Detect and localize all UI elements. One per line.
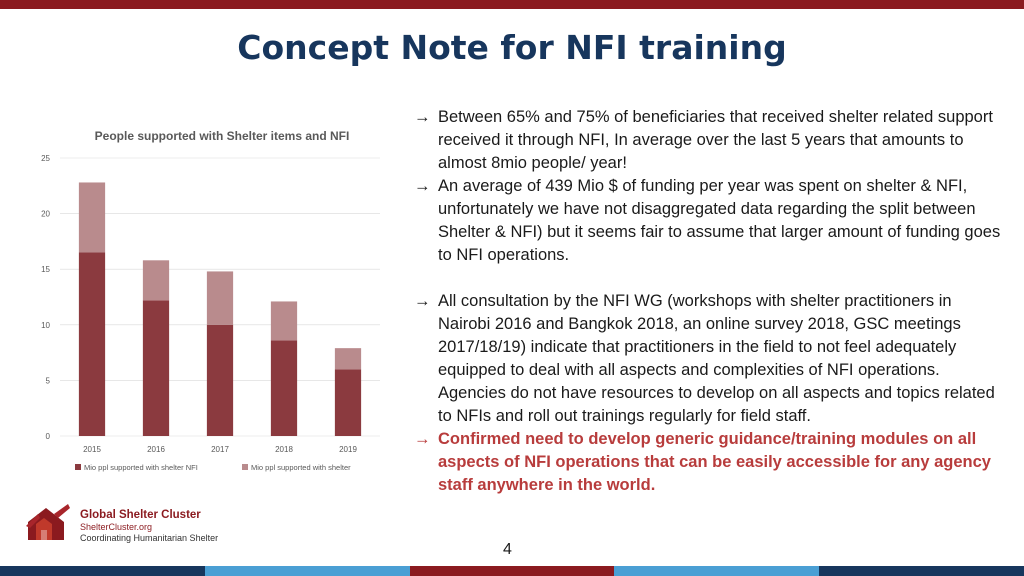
arrow-icon: →	[414, 430, 431, 448]
y-tick-label: 0	[46, 432, 51, 441]
x-tick-label: 2018	[275, 445, 293, 454]
arrow-icon: →	[414, 292, 431, 310]
bullet-text: All consultation by the NFI WG (workshop…	[438, 292, 995, 425]
bullet-item: → An average of 439 Mio $ of funding per…	[414, 175, 1004, 267]
chart-title: People supported with Shelter items and …	[95, 129, 350, 143]
bottom-bar-segment	[204, 566, 410, 576]
x-tick-label: 2015	[83, 445, 101, 454]
y-tick-label: 5	[46, 376, 51, 385]
bullet-item: → Between 65% and 75% of beneficiaries t…	[414, 106, 1004, 175]
logo-text: Global Shelter Cluster ShelterCluster.or…	[80, 508, 218, 544]
x-tick-label: 2016	[147, 445, 165, 454]
bar-segment	[142, 260, 170, 301]
chart-svg: People supported with Shelter items and …	[41, 129, 380, 472]
bar-segment	[334, 369, 362, 436]
arrow-icon: →	[414, 177, 431, 195]
y-tick-label: 15	[41, 265, 50, 274]
x-tick-label: 2017	[211, 445, 229, 454]
arrow-icon: →	[414, 108, 431, 126]
bar-segment	[206, 271, 234, 325]
y-tick-label: 10	[41, 321, 50, 330]
bullet-text: An average of 439 Mio $ of funding per y…	[438, 177, 1001, 264]
y-tick-label: 20	[41, 210, 50, 219]
bar-segment	[334, 348, 362, 370]
bar-segment	[78, 182, 106, 253]
logo-site: ShelterCluster.org	[80, 522, 153, 532]
stacked-bar-chart: People supported with Shelter items and …	[30, 120, 390, 490]
hand-house-icon	[26, 504, 70, 540]
bar-segment	[270, 301, 298, 341]
bottom-accent-bar	[0, 566, 1024, 576]
bottom-bar-segment	[614, 566, 820, 576]
bullet-text: Confirmed need to develop generic guidan…	[438, 430, 991, 494]
bullet-item-highlight: → Confirmed need to develop generic guid…	[414, 428, 1004, 497]
bullet-text: Between 65% and 75% of beneficiaries tha…	[438, 108, 993, 172]
global-shelter-cluster-logo: Global Shelter Cluster ShelterCluster.or…	[24, 500, 244, 546]
slide-title: Concept Note for NFI training	[237, 28, 787, 67]
page-number: 4	[503, 541, 512, 558]
top-accent-bar	[0, 0, 1024, 9]
legend-swatch	[242, 464, 248, 470]
bar-segment	[78, 252, 106, 436]
bullet-list: → Between 65% and 75% of beneficiaries t…	[414, 106, 1004, 497]
x-tick-label: 2019	[339, 445, 357, 454]
bottom-bar-segment	[409, 566, 615, 576]
bottom-bar-segment	[819, 566, 1024, 576]
bar-segment	[142, 300, 170, 436]
bar-segment	[206, 324, 234, 436]
bottom-bar-segment	[0, 566, 205, 576]
bar-segment	[270, 340, 298, 436]
bullet-item: → All consultation by the NFI WG (worksh…	[414, 290, 1004, 428]
legend-label: Mio ppl supported with shelter	[251, 463, 351, 472]
legend-swatch	[75, 464, 81, 470]
logo-org-name: Global Shelter Cluster	[80, 509, 201, 521]
legend-label: Mio ppl supported with shelter NFI	[84, 463, 198, 472]
bullet-spacer	[414, 267, 1004, 290]
logo-tagline: Coordinating Humanitarian Shelter	[80, 533, 219, 543]
y-tick-label: 25	[41, 154, 50, 163]
